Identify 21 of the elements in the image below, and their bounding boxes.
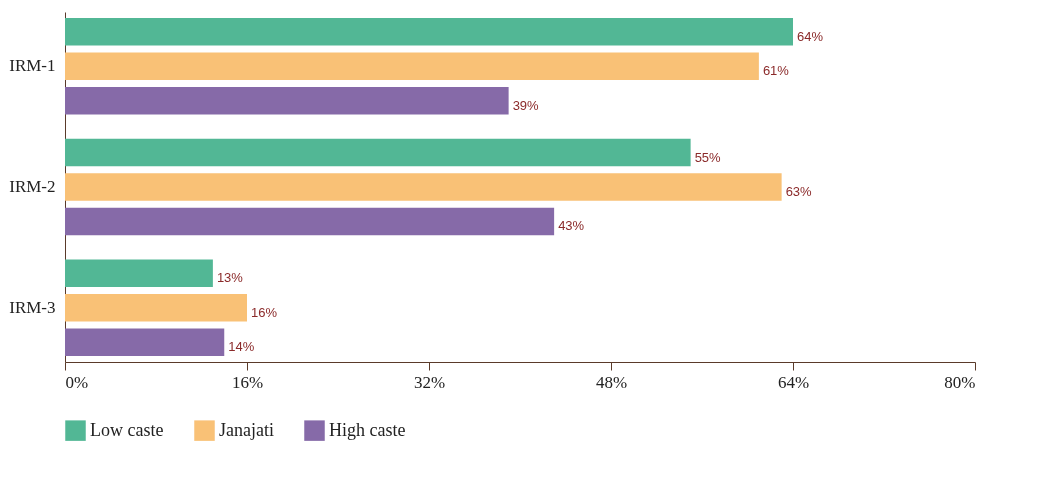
legend-label: Low caste xyxy=(90,419,164,440)
x-tick-label: 32% xyxy=(413,372,446,392)
x-tick-label: 64% xyxy=(777,372,810,392)
data-label: 14% xyxy=(228,339,255,355)
y-tick-label: IRM-3 xyxy=(9,297,56,317)
legend-label: High caste xyxy=(329,419,406,440)
data-label: 61% xyxy=(762,63,790,79)
data-label: 39% xyxy=(512,97,540,113)
data-label: 63% xyxy=(785,184,813,199)
data-label: 13% xyxy=(216,270,244,286)
y-tick-label: IRM-2 xyxy=(9,177,56,196)
data-label: 16% xyxy=(251,304,278,320)
x-tick-label: 16% xyxy=(231,372,264,392)
x-tick-label: 48% xyxy=(595,372,628,392)
x-tick-label: 80% xyxy=(944,372,976,392)
x-tick-label: 0% xyxy=(65,372,89,392)
data-label: 55% xyxy=(694,149,722,165)
legend-label: Janajati xyxy=(219,419,274,440)
data-label: 64% xyxy=(797,28,824,44)
y-tick-label: IRM-1 xyxy=(9,56,56,76)
data-label: 43% xyxy=(558,218,585,234)
